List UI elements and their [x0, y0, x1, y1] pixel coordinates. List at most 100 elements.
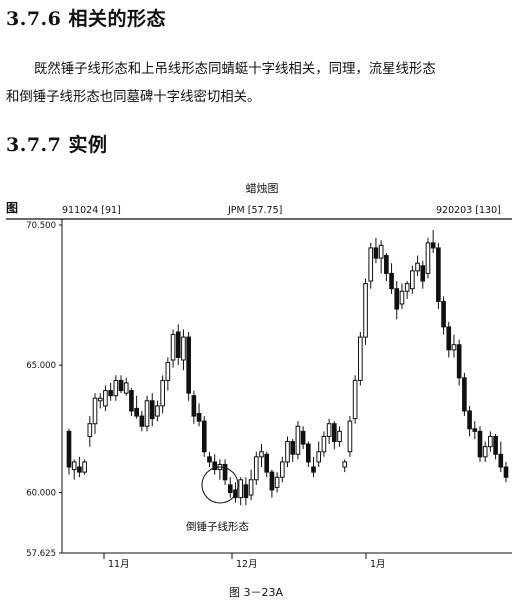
candle-body-up — [92, 397, 98, 425]
candle-body-down — [384, 255, 389, 274]
candle-body-up — [425, 242, 431, 274]
candle-body-down — [191, 395, 197, 417]
candle — [191, 390, 197, 424]
candle-body-up — [404, 283, 410, 292]
candle — [186, 331, 191, 401]
candle — [71, 459, 77, 480]
candles-group — [66, 230, 509, 506]
candle-body-up — [97, 397, 103, 402]
candle — [399, 283, 405, 310]
figure-caption: 图 3－23A — [229, 586, 283, 599]
section-heading-example: 3.7.7 实例 — [6, 134, 108, 156]
candle-body-down — [446, 326, 452, 351]
candle — [108, 382, 113, 401]
candle-body-up — [358, 336, 363, 381]
candle-body-down — [477, 430, 483, 458]
candle — [462, 372, 467, 417]
candle-body-down — [300, 430, 306, 445]
candle-body-down — [66, 430, 72, 468]
candle — [222, 459, 228, 485]
y-tick-label: 57.625 — [26, 549, 56, 559]
candle-body-down — [456, 344, 462, 379]
candle — [144, 395, 150, 432]
candle-body-up — [155, 405, 160, 417]
candle-body-up — [181, 336, 186, 361]
candle — [410, 265, 415, 294]
candle — [467, 405, 472, 437]
section-paragraph: 既然锤子线形态和上吊线形态同蜻蜓十字线相关，同理，流星线形态 和倒锤子线形态也同… — [6, 56, 528, 112]
x-tick-label: 11月 — [108, 559, 130, 570]
candle — [503, 461, 509, 483]
chart-info-left: 911024 [91] — [62, 205, 121, 216]
y-tick-label: 60.000 — [26, 488, 56, 498]
candle — [170, 329, 176, 368]
candle — [139, 410, 145, 432]
candle — [87, 416, 93, 447]
candle — [134, 395, 139, 419]
candle — [441, 296, 446, 335]
candle-body-up — [415, 262, 420, 272]
candle-body-up — [285, 441, 290, 463]
candle-body-up — [144, 400, 150, 427]
candle — [175, 324, 181, 366]
candle — [482, 441, 488, 462]
candle-body-down — [305, 443, 311, 463]
candle-body-down — [498, 453, 504, 468]
candle-body-up — [363, 283, 368, 338]
candle-body-up — [337, 430, 342, 443]
candle — [155, 400, 160, 422]
candle — [207, 451, 212, 468]
candle-body-down — [118, 379, 124, 392]
candle-body-down — [269, 471, 275, 491]
paragraph-line-1: 既然锤子线形态和上吊线形态同蜻蜓十字线相关，同理，流星线形态 — [34, 62, 436, 77]
candle-body-up — [368, 247, 374, 282]
chart-title: 蜡烛图 — [246, 182, 279, 195]
candle — [363, 278, 368, 345]
candle-body-down — [196, 413, 202, 422]
y-tick-label: 65.000 — [26, 361, 56, 371]
candle-body-down — [493, 435, 498, 455]
candle-body-down — [201, 420, 207, 453]
candle-body-down — [243, 484, 249, 499]
candle-body-down — [134, 407, 139, 417]
candle — [446, 321, 452, 358]
candle — [498, 441, 504, 473]
candle — [425, 237, 431, 279]
candle — [123, 377, 129, 396]
candle — [326, 418, 332, 445]
candle — [238, 477, 243, 506]
candle-body-up — [378, 244, 384, 259]
candle — [269, 469, 275, 498]
candle — [149, 393, 155, 427]
candle-body-up — [342, 461, 348, 468]
candle-body-up — [488, 435, 493, 448]
candle-body-down — [212, 461, 217, 471]
candle — [77, 456, 82, 478]
candle-body-down — [389, 272, 394, 290]
candle — [352, 375, 358, 424]
candle-body-down — [436, 247, 441, 302]
candle — [472, 421, 478, 439]
candle-body-up — [259, 451, 264, 458]
candle-body-down — [149, 400, 155, 420]
candle-body-up — [274, 476, 280, 488]
candle-body-up — [82, 461, 87, 473]
candle — [477, 426, 483, 462]
candle — [66, 428, 72, 475]
candle — [295, 421, 301, 460]
candle — [321, 431, 327, 457]
candle-body-down — [462, 377, 467, 412]
candle — [274, 472, 280, 493]
candlestick-chart: 蜡烛图 图 911024 [91] JPM [57.75] 920203 [13… — [6, 182, 512, 599]
candle — [217, 459, 223, 480]
candle — [253, 451, 259, 485]
y-axis: 70.500 65.000 60.000 57.625 — [26, 221, 62, 559]
candle-body-down — [430, 242, 436, 249]
candle — [165, 357, 171, 391]
candle — [316, 441, 322, 468]
candle-body-up — [410, 270, 415, 290]
candle — [82, 459, 87, 475]
x-tick-label: 12月 — [236, 559, 258, 570]
candle — [394, 281, 400, 320]
candle-body-up — [238, 479, 243, 499]
